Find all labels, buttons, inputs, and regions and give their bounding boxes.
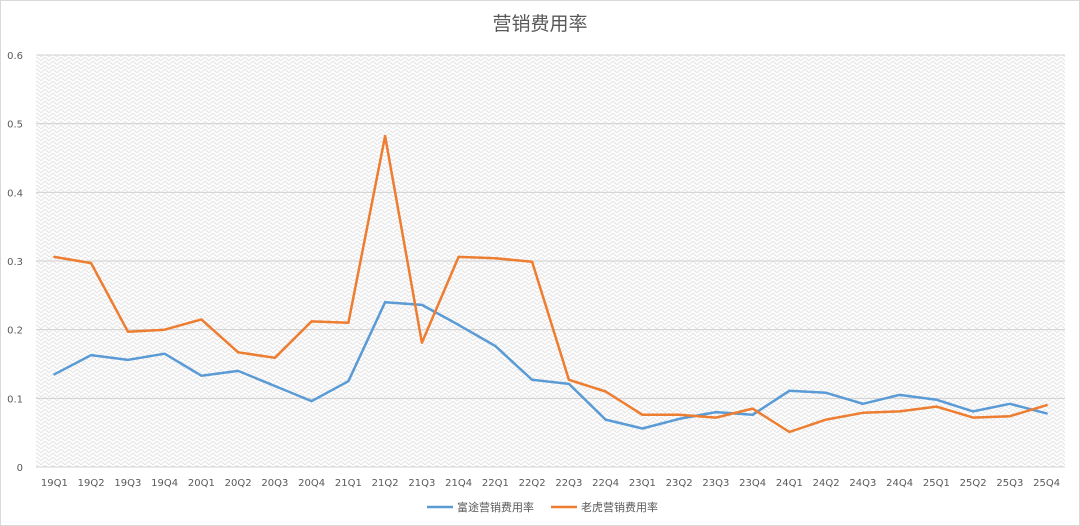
x-tick-label: 23Q4	[739, 478, 766, 489]
legend: 富途营销费用率 老虎营销费用率	[427, 500, 658, 514]
x-tick-label: 19Q3	[114, 478, 141, 489]
x-tick-label: 20Q3	[261, 478, 288, 489]
x-tick-label: 25Q4	[1033, 478, 1060, 489]
y-tick-label: 0.3	[7, 257, 23, 268]
x-tick-label: 24Q1	[776, 478, 803, 489]
gridlines	[36, 54, 1065, 468]
legend-entry: 富途营销费用率	[427, 500, 534, 514]
x-tick-label: 21Q2	[372, 478, 399, 489]
y-tick-label: 0.6	[7, 51, 23, 62]
x-tick-label: 23Q3	[702, 478, 729, 489]
series-line	[53, 134, 1048, 434]
x-tick-label: 24Q4	[886, 478, 913, 489]
x-tick-label: 21Q3	[408, 478, 435, 489]
series-lines	[53, 134, 1048, 434]
y-tick-label: 0.4	[7, 188, 23, 199]
x-tick-label: 20Q4	[298, 478, 325, 489]
y-axis-ticks: 0 0.1 0.2 0.3 0.4 0.5 0.6	[7, 51, 23, 474]
x-tick-label: 19Q1	[41, 478, 68, 489]
legend-label: 老虎营销费用率	[581, 500, 658, 514]
x-tick-label: 24Q2	[813, 478, 840, 489]
x-tick-label: 20Q1	[188, 478, 215, 489]
x-tick-label: 20Q2	[225, 478, 252, 489]
y-tick-label: 0.1	[7, 394, 23, 405]
series-line	[53, 300, 1048, 430]
x-tick-label: 19Q4	[151, 478, 178, 489]
x-tick-label: 25Q1	[923, 478, 950, 489]
x-tick-label: 22Q4	[592, 478, 619, 489]
x-tick-label: 19Q2	[78, 478, 105, 489]
x-tick-label: 22Q2	[519, 478, 546, 489]
x-tick-label: 25Q3	[996, 478, 1023, 489]
legend-label: 富途营销费用率	[457, 500, 534, 514]
x-tick-label: 23Q2	[666, 478, 693, 489]
x-tick-label: 21Q1	[335, 478, 362, 489]
y-tick-label: 0.5	[7, 120, 23, 131]
legend-entry: 老虎营销费用率	[551, 500, 658, 514]
x-tick-label: 24Q3	[849, 478, 876, 489]
x-tick-label: 21Q4	[445, 478, 472, 489]
x-axis-ticks: 19Q1 19Q2 19Q3 19Q4 20Q1 20Q2 20Q3 20Q4 21Q1 21Q2…	[41, 478, 1060, 489]
x-tick-label: 23Q1	[629, 478, 656, 489]
x-tick-label: 22Q3	[555, 478, 582, 489]
chart-title: 营销费用率	[492, 13, 587, 35]
x-tick-label: 22Q1	[482, 478, 509, 489]
y-tick-label: 0	[17, 463, 23, 474]
x-tick-label: 25Q2	[960, 478, 987, 489]
y-tick-label: 0.2	[7, 326, 23, 337]
